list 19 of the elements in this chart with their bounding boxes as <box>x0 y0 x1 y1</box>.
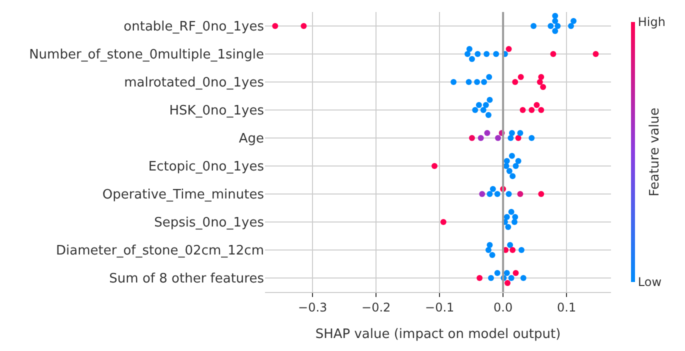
x-tick-label: −0.3 <box>298 300 328 314</box>
y-tick-label: Number_of_stone_0multiple_1single <box>29 48 264 63</box>
y-tick-label: ontable_RF_0no_1yes <box>124 20 264 35</box>
x-tick-label: −0.2 <box>362 300 391 314</box>
y-tick-label: Age <box>238 132 264 147</box>
x-tick-label: 0.1 <box>557 300 576 314</box>
y-tick-label: Operative_Time_minutes <box>102 188 264 203</box>
y-tick-label: Sum of 8 other features <box>109 272 264 287</box>
y-tick-label: HSK_0no_1yes <box>169 104 264 119</box>
y-tick-label: Diameter_of_stone_02cm_12cm <box>56 244 264 259</box>
x-axis-title: SHAP value (impact on model output) <box>315 327 561 342</box>
x-tick-label: −0.1 <box>425 300 454 314</box>
x-tick-label: 0.0 <box>494 300 513 314</box>
color-bar-label: High <box>638 15 666 30</box>
y-tick-label: Sepsis_0no_1yes <box>154 216 264 231</box>
y-tick-label: malrotated_0no_1yes <box>124 76 264 91</box>
color-bar-title: Feature value <box>647 108 662 196</box>
y-tick-label: Ectopic_0no_1yes <box>148 160 264 175</box>
color-bar-label: Low <box>638 275 662 290</box>
